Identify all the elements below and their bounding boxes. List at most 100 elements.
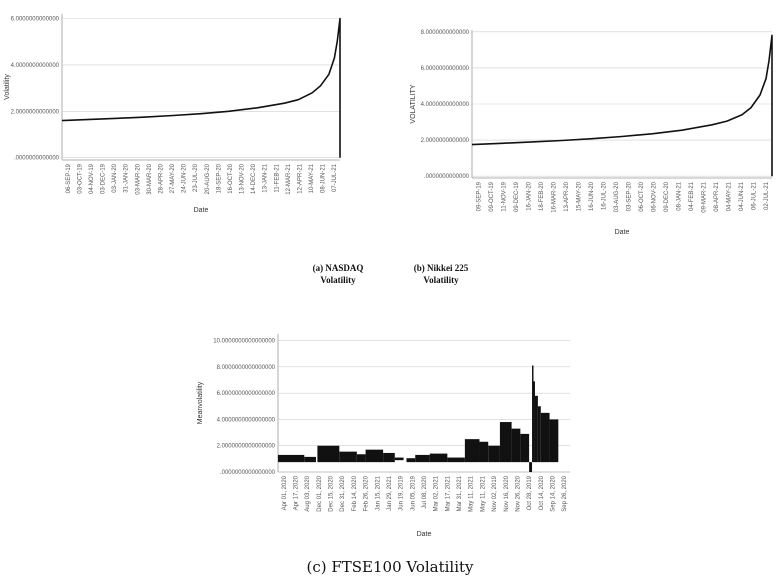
nikkei-chart-svg: .0000000000000 2.0000000000000 4.000000000… bbox=[410, 30, 773, 236]
x-tick-label: Oct 28, 2019 bbox=[527, 475, 533, 510]
x-tick-label: Sep 26, 2020 bbox=[562, 475, 568, 511]
meanvolatility-bar bbox=[540, 412, 550, 463]
x-tick-label: 03-SEP-20 bbox=[626, 181, 632, 211]
meanvolatility-bar bbox=[317, 445, 340, 463]
x-tick-label: 13-JAN-21 bbox=[263, 163, 269, 192]
x-tick-label: 13-APR-20 bbox=[564, 181, 570, 211]
x-tick-label: May 11, 2021 bbox=[469, 475, 475, 512]
x-tick-label: 06-JUL-21 bbox=[751, 181, 757, 210]
x-tick-label: Jan 29, 2021 bbox=[387, 475, 393, 510]
x-tick-label: 02-JUL-21 bbox=[764, 181, 770, 210]
x-tick-label: Jun 05, 2019 bbox=[410, 475, 416, 510]
meanvolatility-bar bbox=[532, 365, 534, 463]
x-tick-label: 31-JAN-20 bbox=[124, 163, 130, 192]
x-tick-label: 27-MAY-20 bbox=[170, 163, 176, 193]
x-tick-label: 15-MAY-20 bbox=[576, 181, 582, 211]
x-tick-label: May 11, 2021 bbox=[480, 475, 486, 512]
x-tick-label: Apr 01, 2020 bbox=[282, 475, 288, 510]
meanvolatility-bar bbox=[488, 445, 500, 463]
meanvolatility-bar bbox=[464, 439, 480, 463]
meanvolatility-bar bbox=[537, 406, 541, 463]
volatility-line bbox=[61, 17, 341, 158]
x-tick-label: 20-AUG-20 bbox=[205, 163, 211, 194]
x-axis-title: Date bbox=[194, 207, 209, 214]
x-tick-label: Mar 17, 2021 bbox=[445, 475, 451, 511]
x-tick-label: Nov 02, 2019 bbox=[492, 475, 498, 511]
x-tick-label: Dec 31, 2020 bbox=[340, 475, 346, 511]
y-tick-label: .0000000000000 bbox=[424, 174, 470, 180]
ftse100-chart: .0000000000000000 2.0000000000000000 4.000… bbox=[190, 322, 580, 554]
caption-b: (b) Nikkei 225 Volatility bbox=[396, 262, 486, 286]
x-tick-label: 24-JUN-20 bbox=[182, 163, 188, 193]
nasdaq-chart: .0000000000000 2.0000000000000 4.000000000… bbox=[0, 0, 360, 230]
x-tick-label: 12-APR-21 bbox=[297, 163, 303, 193]
x-tick-label: Aug 03, 2020 bbox=[305, 475, 311, 511]
x-tick-label: 16-MAR-20 bbox=[551, 181, 557, 212]
x-tick-label: Apr 17, 2020 bbox=[294, 475, 300, 510]
y-axis-title: VOLATILITY bbox=[410, 84, 417, 123]
nikkei-chart: .0000000000000 2.0000000000000 4.000000000… bbox=[400, 0, 780, 250]
x-tick-label: 28-APR-20 bbox=[158, 163, 164, 193]
x-tick-label: 11-FEB-21 bbox=[274, 163, 280, 192]
meanvolatility-bar bbox=[278, 454, 305, 463]
x-tick-label: 14-DEC-20 bbox=[251, 163, 257, 194]
x-tick-label: 03-MAR-20 bbox=[135, 163, 141, 194]
y-tick-label: 2.0000000000000000 bbox=[217, 444, 276, 450]
x-tick-label: Dec 15, 2020 bbox=[329, 475, 335, 511]
meanvolatility-bar bbox=[365, 449, 384, 463]
x-tick-label: 06-SEP-19 bbox=[66, 163, 72, 193]
x-tick-label: Dec 01, 2020 bbox=[317, 475, 323, 511]
meanvolatility-bar bbox=[429, 453, 448, 463]
x-tick-label: 03-DEC-19 bbox=[101, 163, 107, 194]
meanvolatility-bar bbox=[339, 451, 357, 463]
x-tick-label: Feb 14, 2020 bbox=[352, 475, 358, 511]
y-tick-label: .0000000000000 bbox=[14, 156, 60, 162]
x-tick-label: 06-OCT-20 bbox=[639, 181, 645, 211]
x-tick-label: 04-JUN-21 bbox=[739, 181, 745, 211]
meanvolatility-bar bbox=[415, 454, 430, 463]
x-tick-label: 11-NOV-19 bbox=[501, 181, 507, 211]
y-axis-title: Volatility bbox=[4, 74, 11, 100]
x-tick-label: 09-DEC-20 bbox=[664, 181, 670, 212]
x-tick-label: 16-JAN-20 bbox=[526, 181, 532, 210]
meanvolatility-bar bbox=[533, 381, 535, 463]
x-tick-label: Sep 14, 2020 bbox=[550, 475, 556, 511]
x-axis-title: Date bbox=[417, 531, 432, 538]
meanvolatility-bar bbox=[534, 395, 538, 463]
x-tick-label: 08-APR-21 bbox=[714, 181, 720, 211]
y-tick-label: 6.0000000000000 bbox=[11, 17, 60, 23]
x-tick-label: Jun 19, 2019 bbox=[399, 475, 405, 510]
y-tick-label: 4.0000000000000 bbox=[11, 63, 60, 69]
meanvolatility-bar bbox=[499, 422, 512, 463]
y-tick-label: 2.0000000000000 bbox=[421, 138, 470, 144]
meanvolatility-bar bbox=[549, 419, 559, 463]
x-tick-label: 03-JAN-20 bbox=[112, 163, 118, 192]
x-tick-label: 04-FEB-21 bbox=[689, 181, 695, 211]
x-tick-label: 16-JUL-20 bbox=[601, 181, 607, 210]
x-tick-label: 18-FEB-20 bbox=[539, 181, 545, 211]
x-tick-label: Nov 26, 2020 bbox=[515, 475, 521, 511]
meanvolatility-bar bbox=[479, 441, 489, 463]
y-tick-label: 2.0000000000000 bbox=[11, 109, 60, 115]
x-tick-label: Jan 15, 2021 bbox=[375, 475, 381, 510]
x-tick-label: 07-JUL-21 bbox=[332, 163, 338, 192]
x-tick-label: Feb 26, 2020 bbox=[364, 475, 370, 511]
x-tick-label: 04-NOV-19 bbox=[89, 163, 95, 194]
y-tick-label: 4.0000000000000 bbox=[421, 102, 470, 108]
x-tick-label: Mar 02, 2021 bbox=[434, 475, 440, 511]
y-tick-label: .0000000000000000 bbox=[220, 470, 276, 476]
x-tick-label: 09-DEC-19 bbox=[514, 181, 520, 212]
y-tick-label: 6.0000000000000000 bbox=[217, 391, 276, 397]
x-tick-label: Oct 14, 2020 bbox=[539, 475, 545, 510]
x-tick-label: Mar 31, 2021 bbox=[457, 475, 463, 511]
y-tick-label: 8.0000000000000 bbox=[421, 30, 470, 36]
x-tick-label: 13-NOV-20 bbox=[240, 163, 246, 194]
y-tick-label: 6.0000000000000 bbox=[421, 66, 470, 72]
caption-b-line2: Volatility bbox=[423, 275, 459, 285]
x-tick-label: 12-MAR-21 bbox=[286, 163, 292, 194]
meanvolatility-bar bbox=[356, 454, 366, 463]
x-tick-label: 10-MAY-21 bbox=[309, 163, 315, 193]
y-tick-label: 8.0000000000000000 bbox=[217, 365, 276, 371]
y-tick-label: 4.0000000000000000 bbox=[217, 417, 276, 423]
caption-b-line1: (b) Nikkei 225 bbox=[413, 263, 469, 273]
